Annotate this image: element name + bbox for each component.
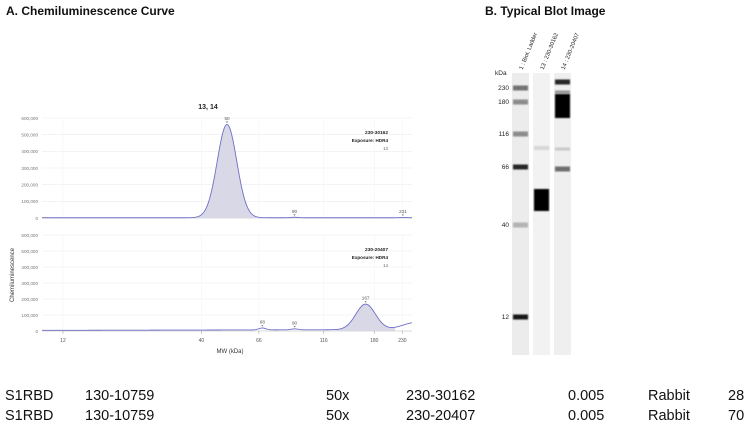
sample-band [555, 147, 570, 151]
y-axis-label: Chemiluminescence [10, 247, 16, 302]
y-tick-label: 0 [35, 329, 38, 334]
table-cell: 50x [326, 388, 350, 404]
table-cell: Rabbit [648, 388, 690, 404]
y-tick-label: 300,000 [21, 281, 38, 286]
y-tick-label: 300,000 [21, 166, 38, 171]
table-cell: 0.005 [568, 388, 605, 404]
peak-label: 231 [399, 209, 407, 214]
peak-area [197, 124, 257, 218]
blot-image: kDa 1 : Biot. Ladder 13 : 230-30162 14 : 2… [495, 32, 581, 355]
table-cell: Rabbit [648, 408, 690, 424]
sample-band [555, 90, 570, 94]
table-cell: 130-10759 [85, 388, 155, 404]
ladder-labels: 230 180 116 66 40 12 [498, 85, 509, 321]
ladder-kda-label: 180 [498, 99, 509, 106]
lane-label: 1 : Biot. Ladder [519, 32, 539, 71]
table-cell: 230-30162 [406, 388, 476, 404]
chemiluminescence-chart: 13, 14 Chemiluminescence MW (kDa) 0 100,0… [10, 104, 413, 355]
trace-line [42, 123, 413, 219]
table-cell: 130-10759 [85, 408, 155, 424]
peak-label: 50 [224, 116, 230, 121]
table-cell: 230-20407 [406, 408, 476, 424]
ladder-band [513, 222, 528, 228]
y-tick-label: 200,000 [21, 182, 38, 187]
x-tick-label: 40 [199, 338, 205, 344]
kda-unit-label: kDa [495, 70, 507, 77]
ladder-kda-label: 40 [502, 222, 510, 229]
blot-lane [533, 73, 550, 355]
peak-marker [401, 214, 405, 217]
ladder-kda-label: 66 [502, 164, 510, 171]
upper-electropherogram: 0 100,000 200,000 300,000 400,000 500,000 600,… [21, 116, 413, 221]
y-tick-label: 0 [35, 216, 38, 221]
ladder-kda-label: 230 [498, 85, 509, 92]
ladder-band [513, 131, 528, 137]
x-tick-label: 180 [370, 338, 379, 344]
sample-name: 230-20407 [365, 247, 388, 253]
table-cell: S1RBD [5, 388, 54, 404]
exposure-label: Exposure: HDR4 [352, 138, 389, 143]
peak-label: 90 [292, 320, 298, 325]
table-cell: 50x [326, 408, 350, 424]
y-tick-label: 600,000 [21, 233, 38, 238]
lane-number: 13 [383, 146, 388, 151]
peak-label: 90 [292, 209, 298, 214]
y-tick-label: 400,000 [21, 265, 38, 270]
table-cell: 28 [728, 388, 745, 404]
peak-area [336, 304, 395, 331]
x-tick-label: 230 [398, 338, 407, 344]
peak-label: 68 [260, 319, 266, 324]
lane-labels: 1 : Biot. Ladder 13 : 230-30162 14 : 230-2… [519, 32, 581, 71]
peak-marker [293, 325, 296, 328]
peak-label: 167 [362, 296, 370, 301]
x-tick-label: 12 [60, 338, 66, 344]
sample-name: 230-30162 [365, 130, 388, 136]
panel-a-title: A. Chemiluminescence Curve [6, 4, 175, 18]
sample-band [534, 189, 549, 211]
peak-marker [225, 121, 229, 124]
sample-band [555, 94, 570, 118]
table-row: S1RBD 130-10759 50x 230-20407 0.005 Rabbit 70 [0, 408, 750, 428]
y-tick-label: 500,000 [21, 132, 38, 137]
ladder-band [513, 85, 528, 91]
lower-electropherogram: 0 100,000 200,000 300,000 400,000 500,000 600,… [21, 233, 413, 334]
peak-marker [364, 301, 367, 303]
x-axis-label: MW (kDa) [217, 349, 244, 355]
ladder-kda-label: 12 [502, 314, 510, 321]
peak-marker [261, 324, 264, 327]
sample-band [555, 79, 570, 85]
lane-number: 14 [383, 263, 388, 268]
sample-band [555, 166, 570, 172]
y-tick-label: 100,000 [21, 199, 38, 204]
chart-title: 13, 14 [198, 104, 218, 111]
table-row: S1RBD 130-10759 50x 230-30162 0.005 Rabbit 28 [0, 388, 750, 408]
table-cell: S1RBD [5, 408, 54, 424]
exposure-label: Exposure: HDR4 [352, 255, 389, 260]
ladder-band [513, 164, 528, 170]
trace-line [42, 303, 413, 331]
y-tick-label: 200,000 [21, 297, 38, 302]
table-cell: 70 [728, 408, 745, 424]
lane-label: 14 : 230-20407 [561, 32, 581, 70]
ladder-band [513, 314, 528, 320]
blot-lane [512, 73, 529, 355]
x-tick-label: 66 [256, 338, 262, 344]
ladder-kda-label: 116 [499, 131, 510, 138]
blot-lane [554, 73, 571, 355]
blot-lanes [512, 73, 571, 355]
peak-marker [293, 214, 296, 216]
x-axis: 12 40 66 116 180 230 [60, 331, 407, 344]
ladder-band [513, 99, 528, 105]
y-tick-label: 100,000 [21, 313, 38, 318]
x-tick-label: 116 [320, 338, 328, 344]
sample-band [534, 146, 549, 150]
y-tick-label: 500,000 [21, 249, 38, 254]
y-tick-label: 400,000 [21, 149, 38, 154]
panel-b-title: B. Typical Blot Image [485, 4, 606, 18]
table-cell: 0.005 [568, 408, 605, 424]
y-tick-label: 600,000 [21, 116, 38, 121]
lane-label: 13 : 230-30162 [540, 32, 560, 70]
